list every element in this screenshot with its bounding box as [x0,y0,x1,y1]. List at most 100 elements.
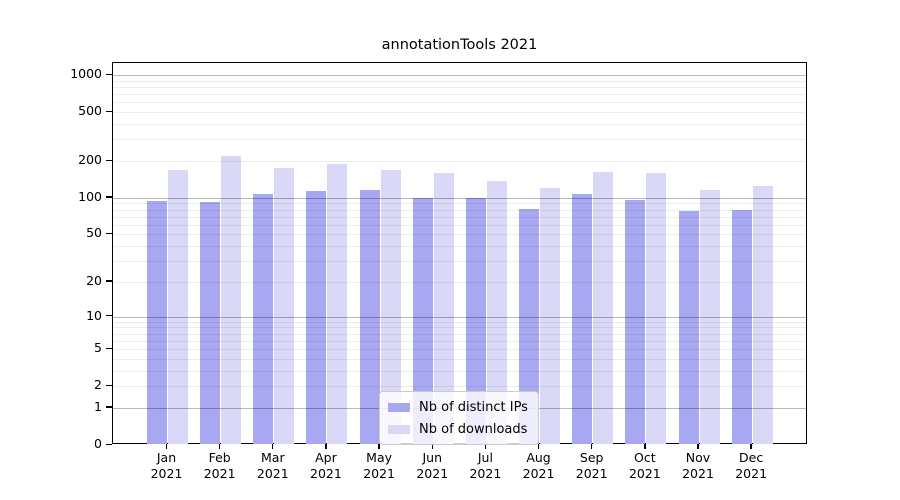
minor-gridline [113,386,806,387]
x-tick-label-may: May 2021 [349,450,409,482]
x-tick-label-jun: Jun 2021 [402,450,462,482]
minor-gridline [113,81,806,82]
minor-gridline [113,327,806,328]
x-tick-label-jan: Jan 2021 [137,450,197,482]
minor-gridline [113,225,806,226]
bar-downloads-jun [433,172,454,444]
y-tick-label: 200 [78,152,102,168]
bar-distinct-ips-oct [625,200,646,444]
y-tick-label: 20 [86,272,102,288]
x-tick-label-dec: Dec 2021 [721,450,781,482]
bar-downloads-may [380,169,401,444]
y-tick-label: 1000 [70,66,102,82]
x-tick-month: Jul [477,450,493,465]
x-tick-month: Aug [526,450,551,465]
legend-label-downloads: Nb of downloads [419,421,528,437]
x-tick-year: 2021 [256,466,289,481]
x-tick-year: 2021 [522,466,555,481]
y-tick-mark [106,73,112,75]
x-tick-mark [218,444,221,449]
x-tick-year: 2021 [575,466,608,481]
legend-swatch-downloads-icon [388,424,410,434]
minor-gridline [113,87,806,88]
minor-gridline [113,341,806,342]
bar-downloads-aug [540,188,561,444]
bar-distinct-ips-may [359,190,380,444]
x-tick-year: 2021 [735,466,768,481]
legend-swatch-distinct-ips-icon [388,402,410,412]
y-tick-mark [106,280,112,282]
major-gridline [113,198,806,199]
legend-item-distinct-ips: Nb of distinct IPs [388,398,528,416]
y-tick-mark [106,196,112,198]
bar-distinct-ips-dec [731,210,752,444]
x-tick-mark [591,444,593,449]
bars-layer [113,63,806,444]
gridlines-layer [113,63,806,443]
y-tick-mark [106,110,112,112]
minor-gridline [113,322,806,323]
minor-gridline [113,234,806,235]
x-tick-mark [272,444,274,449]
x-tick-month: Oct [634,450,656,465]
bar-downloads-dec [752,186,773,444]
x-tick-label-feb: Feb 2021 [190,450,250,482]
bar-downloads-jan [168,169,188,444]
legend-item-downloads: Nb of downloads [388,420,528,438]
bar-downloads-oct [646,172,667,444]
x-tick-label-nov: Nov 2021 [668,450,728,482]
minor-gridline [113,349,806,350]
minor-gridline [113,210,806,211]
x-tick-month: Jun [422,450,443,465]
y-tick-label: 2 [94,377,102,393]
x-tick-mark [750,444,752,449]
x-tick-year: 2021 [682,466,714,481]
x-tick-year: 2021 [203,466,236,481]
x-tick-mark [644,444,646,449]
y-tick-label: 100 [78,188,102,204]
y-tick-label: 1 [94,398,102,414]
y-tick-label: 0 [94,436,102,451]
legend-label-distinct-ips: Nb of distinct IPs [419,399,528,415]
y-tick-label: 50 [86,225,102,241]
y-tick-mark [106,159,112,161]
x-tick-mark [165,444,168,449]
minor-gridline [113,359,806,360]
plot-area: Nb of distinct IPs Nb of downloads [112,62,807,445]
x-tick-year: 2021 [150,466,183,481]
x-tick-label-apr: Apr 2021 [296,450,356,482]
minor-gridline [113,112,806,113]
minor-gridline [113,102,806,103]
x-tick-month: Jan [156,450,177,465]
y-tick-mark [106,347,112,349]
x-tick-label-jul: Jul 2021 [455,450,515,482]
x-tick-mark [325,444,327,449]
major-gridline [113,75,806,76]
y-tick-label: 10 [86,307,102,323]
x-tick-mark [431,444,433,449]
minor-gridline [113,203,806,204]
x-tick-year: 2021 [469,466,502,481]
bar-distinct-ips-jul [465,198,486,444]
y-tick-mark [106,232,112,235]
bar-distinct-ips-jan [147,201,167,444]
minor-gridline [113,246,806,247]
x-tick-label-oct: Oct 2021 [615,450,675,482]
x-tick-year: 2021 [363,466,395,481]
bar-distinct-ips-apr [306,190,327,444]
x-tick-mark [378,444,380,449]
y-tick-label: 500 [78,103,102,119]
minor-gridline [113,94,806,95]
x-tick-year: 2021 [628,466,661,481]
x-tick-month: Mar [261,450,285,465]
bar-downloads-mar [274,167,295,444]
minor-gridline [113,217,806,218]
x-tick-year: 2021 [310,466,342,481]
minor-gridline [113,139,806,140]
bar-distinct-ips-aug [519,209,540,444]
bar-downloads-nov [699,190,720,444]
minor-gridline [113,282,806,283]
x-tick-mark [697,444,699,449]
x-tick-mark [484,444,487,449]
